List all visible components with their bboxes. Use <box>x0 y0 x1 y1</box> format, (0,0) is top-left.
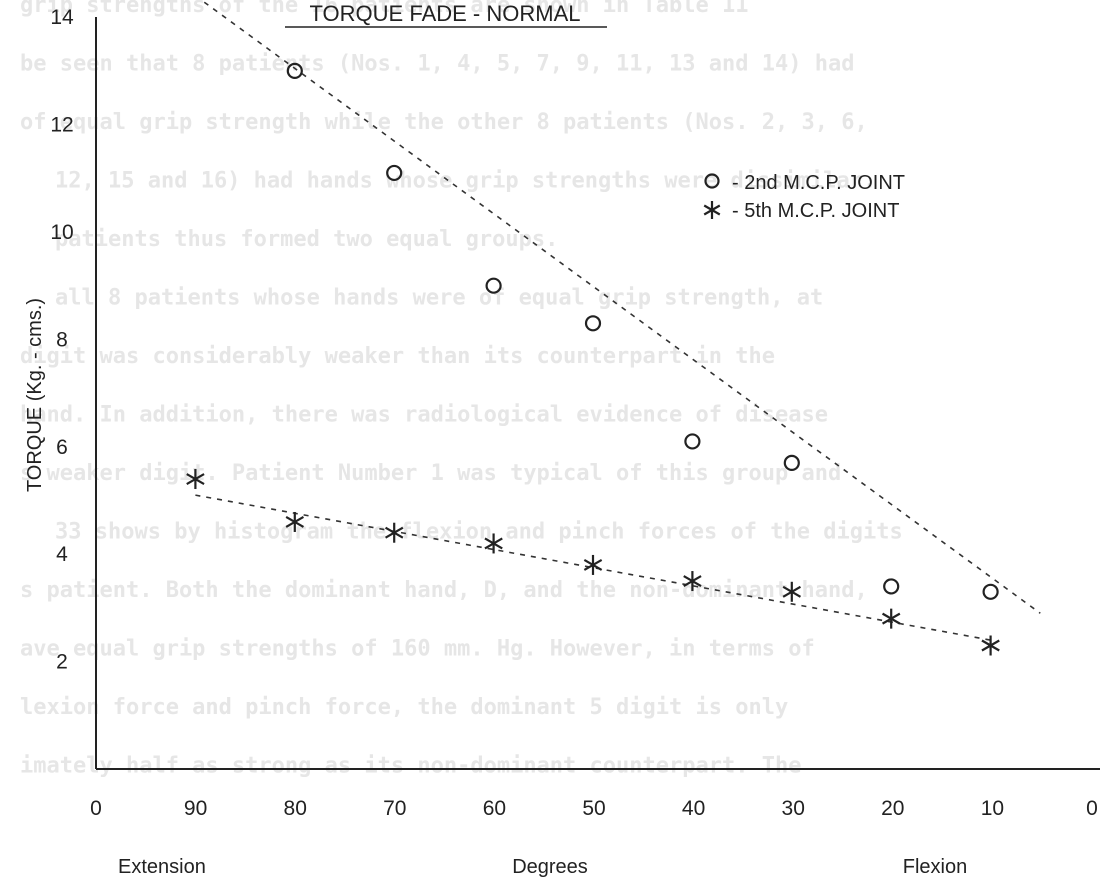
x-tick-label: 40 <box>682 797 705 820</box>
background-text-line: be seen that 8 patients (Nos. 1, 4, 5, 7… <box>20 52 854 77</box>
x-tick-label: 90 <box>184 797 207 820</box>
y-tick-label: 2 <box>56 651 68 674</box>
x-tick-label: 80 <box>284 797 307 820</box>
x-axis-extension-label: Extension <box>118 856 206 878</box>
background-text-line: digit was considerably weaker than its c… <box>20 344 775 369</box>
y-tick-label: 10 <box>50 221 73 244</box>
background-text-line: lexion force and pinch force, the domina… <box>20 695 788 720</box>
background-text-line: grip strengths of the 16 patients are sh… <box>20 0 748 18</box>
data-point-2nd-mcp <box>286 62 303 80</box>
data-point-2nd-mcp <box>783 454 800 472</box>
x-tick-labels: 0 90 80 70 60 50 40 30 20 10 0 <box>90 797 1098 820</box>
data-points <box>186 62 1000 656</box>
trend-line-2nd-mcp <box>199 0 1041 614</box>
background-text-line: s patient. Both the dominant hand, D, an… <box>20 578 868 603</box>
data-point-2nd-mcp <box>684 433 701 450</box>
data-point-5th-mcp <box>881 608 901 629</box>
x-tick-label: 70 <box>383 797 406 820</box>
x-axis-flexion-label: Flexion <box>903 856 967 878</box>
data-point-5th-mcp <box>683 571 702 592</box>
background-text-line: ave equal grip strengths of 160 mm. Hg. … <box>20 637 815 662</box>
data-point-5th-mcp <box>782 581 802 602</box>
legend-circle-marker <box>704 173 720 189</box>
x-tick-label: 20 <box>881 797 904 820</box>
legend-asterisk-marker <box>703 201 721 219</box>
trend-line-5th-mcp <box>195 494 991 641</box>
data-point-5th-mcp <box>583 554 603 575</box>
y-tick-labels: 2 4 6 8 10 12 14 <box>50 6 74 673</box>
chart-title: TORQUE FADE - NORMAL <box>310 1 581 26</box>
data-point-2nd-mcp <box>485 277 502 294</box>
trend-lines <box>195 0 1041 641</box>
x-tick-label: 0 <box>1086 797 1098 820</box>
y-tick-label: 6 <box>56 436 68 459</box>
background-text-line: 33 shows by histogram the flexion and pi… <box>55 520 903 545</box>
data-point-5th-mcp <box>285 511 305 532</box>
data-point-2nd-mcp <box>584 315 602 332</box>
y-axis-label: TORQUE (Kg. - cms.) <box>24 298 46 492</box>
data-point-2nd-mcp <box>883 578 900 595</box>
data-point-2nd-mcp <box>982 583 999 600</box>
background-page-text: grip strengths of the 16 patients are sh… <box>20 0 903 779</box>
legend: - 2nd M.C.P. JOINT - 5th M.C.P. JOINT <box>703 172 905 222</box>
background-text-line: of equal grip strength while the other 8… <box>20 110 868 135</box>
x-tick-label: 30 <box>782 797 805 820</box>
y-tick-label: 4 <box>56 543 68 566</box>
y-tick-label: 8 <box>56 328 68 351</box>
data-point-5th-mcp <box>384 522 404 543</box>
legend-label-2nd-mcp: - 2nd M.C.P. JOINT <box>732 172 905 194</box>
x-tick-label: 60 <box>483 797 506 820</box>
background-text-line: all 8 patients whose hands were of equal… <box>55 286 823 311</box>
y-tick-label: 14 <box>50 6 74 29</box>
background-text-line: s weaker digit. Patient Number 1 was typ… <box>20 461 841 486</box>
data-point-5th-mcp <box>186 469 205 490</box>
data-point-5th-mcp <box>981 635 1000 656</box>
background-text-line: hand. In addition, there was radiologica… <box>20 403 828 428</box>
background-text-line: patients thus formed two equal groups. <box>55 227 558 252</box>
legend-label-5th-mcp: - 5th M.C.P. JOINT <box>732 200 899 222</box>
x-tick-label: 0 <box>90 797 102 820</box>
background-text-line: 12, 15 and 16) had hands whose grip stre… <box>55 169 876 194</box>
x-tick-label: 10 <box>981 797 1004 820</box>
x-tick-label: 50 <box>582 797 605 820</box>
x-axis-label: Degrees <box>512 856 588 878</box>
background-text-line: imately half as strong as its non-domina… <box>20 754 801 779</box>
data-point-2nd-mcp <box>386 164 403 182</box>
data-point-5th-mcp <box>484 533 503 554</box>
y-tick-label: 12 <box>50 114 73 137</box>
legend-asterisk-glyph <box>703 201 721 219</box>
